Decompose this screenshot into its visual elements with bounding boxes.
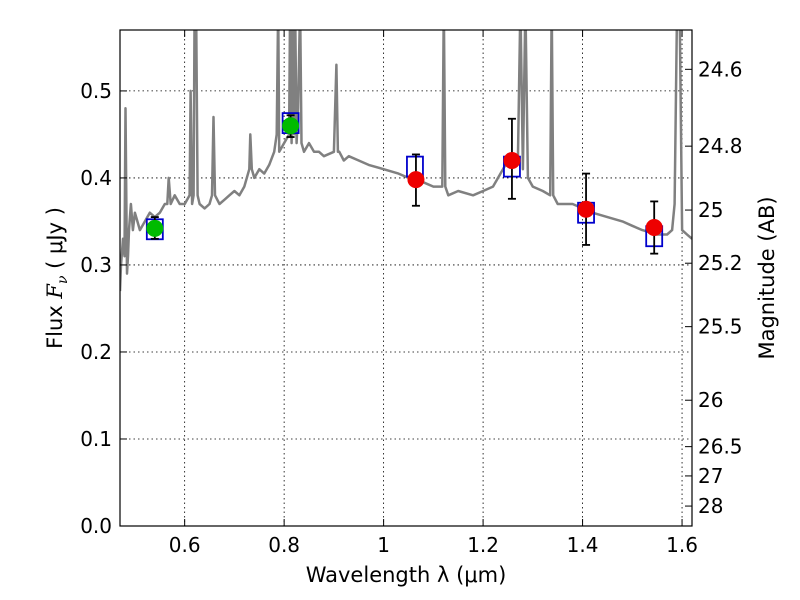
photometry-markers [145,112,664,255]
mag-tick-label: 26.5 [698,435,743,459]
mag-tick-label: 28 [698,494,723,518]
plot-frame [119,29,693,527]
x-tick-label: 0.8 [268,533,300,557]
y-axis-label-prefix: Flux [43,299,67,349]
data-point [407,171,425,189]
data-point [503,152,521,170]
axes-ticks: 0.6 0.8 1 1.2 1.4 1.6 0.0 0.1 0.2 0.3 0.4 0.5 24.6 24… [80,30,743,557]
data-point [282,117,300,135]
y-axis-label-subscript: ν [55,275,71,284]
y-tick-label: 0.2 [80,340,112,364]
mag-tick-label: 24.8 [698,134,743,158]
y-axis-label: Flux Fν ( μJy ) [43,207,71,349]
y-axis-label-unit: ( μJy ) [43,207,67,275]
y-tick-label: 0.4 [80,166,112,190]
x-axis-label: Wavelength λ (μm) [306,563,507,587]
y-axis-label-symbol: F [43,283,67,300]
mag-tick-label: 26 [698,388,723,412]
y-tick-label: 0.5 [80,79,112,103]
y-tick-label: 0.1 [80,427,112,451]
model-spectrum [120,30,692,292]
mag-tick-label: 24.6 [698,57,743,81]
grid [120,30,692,527]
y-tick-label: 0.3 [80,253,112,277]
mag-tick-label: 25.5 [698,315,743,339]
x-tick-label: 1.4 [567,533,599,557]
y-tick-label: 0.0 [80,514,112,538]
data-point [645,219,663,237]
mag-tick-label: 27 [698,464,723,488]
data-point [577,200,595,218]
mag-tick-label: 25 [698,198,723,222]
mag-tick-label: 25.2 [698,251,743,275]
x-tick-label: 1.2 [467,533,499,557]
data-point [146,219,164,237]
y2-axis-label: Magnitude (AB) [755,196,779,359]
x-tick-label: 0.6 [169,533,201,557]
x-tick-label: 1 [377,533,390,557]
model-spectrum-line [120,30,692,292]
x-tick-label: 1.6 [666,533,698,557]
